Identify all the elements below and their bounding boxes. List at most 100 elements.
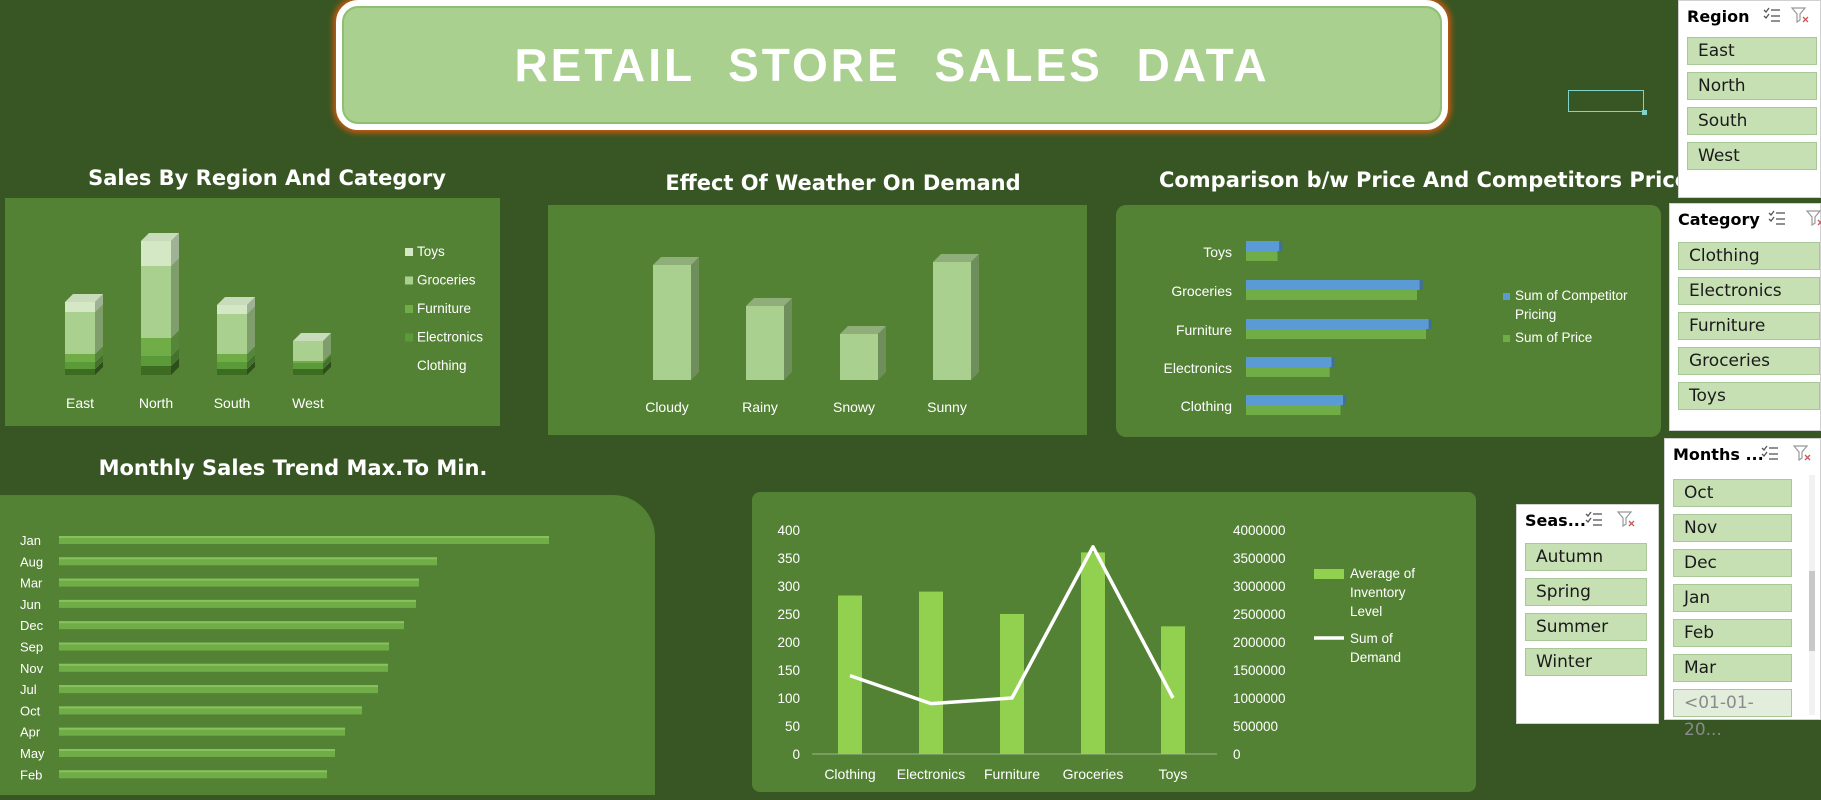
- slicer-item-region[interactable]: South: [1687, 107, 1817, 135]
- stack-bar-south-groceries-side: [247, 306, 255, 354]
- monthly-bar-highlight: [59, 578, 419, 581]
- slicer-item-region[interactable]: North: [1687, 72, 1817, 100]
- slicer-item-months[interactable]: Oct: [1673, 479, 1792, 507]
- stack-bar-north-toys: [141, 241, 171, 266]
- month-tick-label: Jan: [20, 533, 41, 548]
- demand-line: [849, 545, 1175, 706]
- clear-filter-icon[interactable]: [1792, 445, 1811, 462]
- weather-tick-label: Cloudy: [645, 399, 689, 415]
- competitor-price-bar-side: [1428, 319, 1432, 329]
- legend-swatch: [1503, 293, 1510, 300]
- competitor-price-bar: [1246, 319, 1429, 329]
- weather-chart: Cloudy Rainy Snowy Sunny: [645, 254, 979, 415]
- monthly-chart-panel: Jan Aug Mar Jun Dec Sep Nov Jul Oct Apr May Feb: [0, 495, 655, 795]
- stack-bar-south-furniture: [217, 354, 247, 362]
- legend-label: Electronics: [417, 330, 483, 345]
- y-tick-label: 200: [777, 635, 800, 650]
- monthly-chart-title: Monthly Sales Trend Max.To Min.: [98, 456, 488, 480]
- multi-select-icon[interactable]: [1763, 7, 1781, 23]
- stack-bar-north-groceries-side: [171, 258, 179, 338]
- clear-filter-icon[interactable]: [1790, 7, 1809, 24]
- price-tick-label: Furniture: [1176, 322, 1232, 338]
- clear-filter-icon[interactable]: [1616, 511, 1635, 528]
- legend-label: Sum of: [1350, 631, 1393, 646]
- weather-chart-title: Effect Of Weather On Demand: [665, 171, 1021, 195]
- weather-tick-label: Rainy: [742, 399, 778, 415]
- slicer-item-months[interactable]: <01-01-20...: [1673, 689, 1792, 740]
- months-slicer[interactable]: Months ... Oct Nov Dec Jan Feb Mar <01-01-20..…: [1664, 438, 1821, 740]
- monthly-bar-highlight: [59, 749, 335, 751]
- weather-bar-sunny: [933, 262, 971, 380]
- monthly-bar-dec: [59, 621, 404, 630]
- monthly-bar-highlight: [59, 557, 437, 560]
- month-tick-label: Jul: [20, 682, 37, 697]
- legend-label: Sum of Price: [1515, 330, 1592, 345]
- stack-bar-south-toys-side: [247, 297, 255, 314]
- weather-bar-cloudy-top: [653, 257, 699, 265]
- y2-tick-label: 2000000: [1233, 635, 1286, 650]
- stack-bar-east-groceries-side: [95, 304, 103, 354]
- region-slicer[interactable]: Region East North South West: [1678, 0, 1821, 198]
- selected-cell[interactable]: [1568, 90, 1647, 115]
- dashboard-banner: RETAIL STORE SALES DATA: [336, 0, 1448, 130]
- slicer-item-category[interactable]: Electronics: [1678, 277, 1820, 305]
- inventory-bar-clothing: [838, 595, 862, 754]
- slicer-scrollbar[interactable]: [1809, 475, 1815, 715]
- slicer-item-season[interactable]: Summer: [1525, 613, 1647, 641]
- multi-select-icon[interactable]: [1768, 210, 1786, 226]
- scrollbar-thumb[interactable]: [1809, 571, 1815, 651]
- slicer-item-season[interactable]: Autumn: [1525, 543, 1647, 571]
- stack-bar-east-electronics-side: [95, 354, 103, 369]
- y2-tick-label: 4000000: [1233, 523, 1286, 538]
- legend-label: Furniture: [417, 301, 471, 316]
- stack-bar-north-electronics: [141, 356, 171, 366]
- stack-bar-south-toys: [217, 305, 247, 314]
- category-slicer[interactable]: Category Clothing Electronics Furniture Gro…: [1669, 203, 1821, 431]
- stack-bar-west-electronics-side: [323, 355, 331, 369]
- multi-select-icon[interactable]: [1585, 511, 1603, 527]
- region-slicer-header: Region: [1679, 1, 1820, 31]
- slicer-item-category[interactable]: Furniture: [1678, 312, 1820, 340]
- stack-bar-west-furniture-side: [323, 353, 331, 363]
- legend-label: Level: [1350, 604, 1382, 619]
- competitor-price-bar: [1246, 357, 1332, 367]
- inventory-bar-toys: [1161, 626, 1185, 754]
- multi-select-icon[interactable]: [1761, 445, 1779, 461]
- category-slicer-title: Category: [1678, 210, 1760, 229]
- monthly-bar-highlight: [59, 770, 327, 773]
- clear-filter-icon[interactable]: [1805, 210, 1821, 227]
- slicer-item-category[interactable]: Clothing: [1678, 242, 1820, 270]
- monthly-bar-jul: [59, 685, 378, 694]
- slicer-item-months[interactable]: Mar: [1673, 654, 1792, 682]
- slicer-item-months[interactable]: Feb: [1673, 619, 1792, 647]
- slicer-item-season[interactable]: Winter: [1525, 648, 1647, 676]
- y2-tick-label: 2500000: [1233, 607, 1286, 622]
- month-tick-label: Nov: [20, 661, 44, 676]
- legend-swatch: [405, 276, 413, 285]
- y2-tick-label: 1000000: [1233, 691, 1286, 706]
- y2-tick-label: 0: [1233, 747, 1241, 762]
- slicer-item-season[interactable]: Spring: [1525, 578, 1647, 606]
- monthly-bar-highlight: [59, 685, 378, 688]
- stack-bar-north-electronics-side: [171, 348, 179, 366]
- month-tick-label: Jun: [20, 597, 41, 612]
- monthly-bar-highlight: [59, 727, 345, 730]
- weather-bar-cloudy-side: [691, 257, 699, 380]
- stack-bar-south-toys-top: [217, 297, 255, 305]
- season-slicer[interactable]: Seas... Autumn Spring Summer Winter: [1516, 504, 1659, 724]
- slicer-item-region[interactable]: East: [1687, 37, 1817, 65]
- price-chart: Clothing Electronics Furniture Groceries Toy…: [1164, 241, 1628, 415]
- slicer-item-category[interactable]: Toys: [1678, 382, 1820, 410]
- monthly-bar-highlight: [59, 599, 416, 602]
- weather-tick-label: Sunny: [927, 399, 967, 415]
- slicer-item-category[interactable]: Groceries: [1678, 347, 1820, 375]
- inventory-bar-electronics: [919, 591, 943, 754]
- legend-label: Inventory: [1350, 585, 1406, 600]
- slicer-item-months[interactable]: Dec: [1673, 549, 1792, 577]
- slicer-item-months[interactable]: Nov: [1673, 514, 1792, 542]
- slicer-item-region[interactable]: West: [1687, 142, 1817, 170]
- legend-swatch: [1314, 569, 1344, 579]
- stack-bar-east-clothing: [65, 369, 95, 375]
- months-slicer-header: Months ...: [1665, 439, 1820, 469]
- slicer-item-months[interactable]: Jan: [1673, 584, 1792, 612]
